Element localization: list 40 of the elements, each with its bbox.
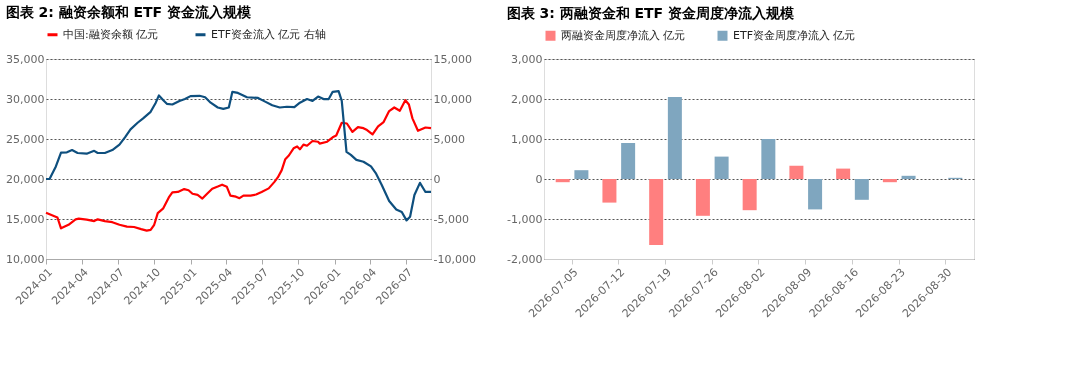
legend-label: ETF资金周度净流入 亿元 (733, 28, 856, 42)
y2-tick-label: 15,000 (433, 52, 472, 66)
legend-label: 中国:融资余额 亿元 (63, 27, 159, 41)
y-tick-label: -2,000 (507, 252, 543, 266)
bar (574, 170, 589, 179)
bar (761, 139, 776, 179)
y-tick-label: 35,000 (6, 52, 45, 66)
bar (602, 179, 617, 203)
legend-label: 两融资金周度净流入 亿元 (561, 28, 686, 42)
y-tick-label: 2,000 (511, 92, 543, 106)
bar (714, 156, 729, 179)
bar (695, 179, 710, 216)
bar (854, 179, 869, 200)
bar (808, 179, 823, 210)
bar (789, 165, 804, 179)
bar (555, 179, 570, 183)
y2-tick-label: -10,000 (433, 252, 476, 266)
y-tick-label: 3,000 (511, 52, 543, 66)
y-tick-label: 10,000 (6, 252, 45, 266)
y-tick-label: 25,000 (6, 132, 45, 146)
bar (836, 168, 851, 179)
y-tick-label: 15,000 (6, 212, 45, 226)
y-tick-label: -1,000 (507, 212, 543, 226)
y2-tick-label: 10,000 (433, 92, 472, 106)
bar (742, 179, 757, 211)
y-tick-label: 1,000 (511, 132, 543, 146)
bar (667, 97, 682, 179)
legend-label: ETF资金流入 亿元 右轴 (211, 27, 326, 41)
bar (621, 143, 636, 179)
y-tick-label: 30,000 (6, 92, 45, 106)
y-tick-label: 20,000 (6, 172, 45, 186)
y2-tick-label: -5,000 (433, 212, 469, 226)
bar (901, 175, 916, 179)
y-tick-label: 0 (535, 172, 543, 186)
chart-title: 图表 3: 两融资金和 ETF 资金周度净流入规模 (506, 5, 796, 21)
chart-title: 图表 2: 融资余额和 ETF 资金流入规模 (5, 4, 253, 20)
y2-tick-label: 0 (433, 172, 441, 186)
bar (649, 179, 664, 245)
y2-tick-label: 5,000 (433, 132, 465, 146)
bar (882, 179, 897, 183)
